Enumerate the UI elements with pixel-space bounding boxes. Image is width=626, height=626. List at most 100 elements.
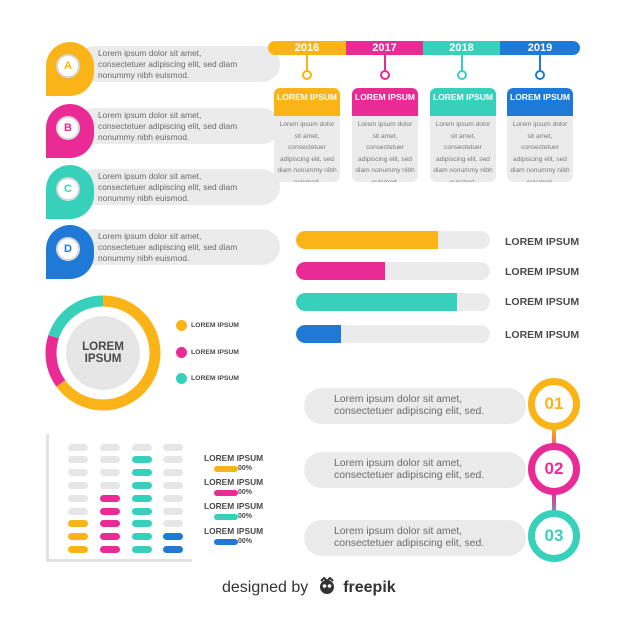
chart-dot: [68, 507, 88, 515]
timeline-year-2018: 2018: [423, 41, 500, 55]
timeline-connector: [539, 55, 541, 73]
list-item-background: [76, 169, 280, 205]
letter-a: A: [56, 54, 80, 78]
timeline-node: [457, 70, 467, 80]
chart-dot: [163, 507, 183, 515]
legend-label: LOREM IPSUM: [204, 526, 264, 536]
progress-label-2: LOREM IPSUM: [505, 266, 580, 278]
chart-legend-item: LOREM IPSUM 00%: [204, 477, 264, 496]
step-1-number: 01: [528, 378, 580, 430]
progress-fill: [296, 325, 341, 343]
footer-prefix: designed by: [222, 579, 309, 596]
progress-fill: [296, 231, 438, 249]
legend-label: LOREM IPSUM: [204, 453, 264, 463]
chart-dot: [100, 456, 120, 464]
progress-bar-3: [296, 293, 490, 311]
legend-label: LOREM IPSUM: [191, 349, 239, 356]
letter-badge-b: B: [46, 104, 94, 158]
letter-badge-a: A: [46, 42, 94, 96]
chart-dot: [132, 443, 152, 451]
timeline-card-title: LOREM IPSUM: [352, 88, 418, 116]
legend-swatch: [214, 539, 238, 545]
list-item-background: [76, 46, 280, 82]
timeline-card-2017: LOREM IPSUM Lorem ipsum dolor sit amet, …: [352, 88, 418, 182]
timeline-card-2018: LOREM IPSUM Lorem ipsum dolor sit amet, …: [430, 88, 496, 182]
step-3-card: Lorem ipsum dolor sit amet, consectetuer…: [304, 520, 526, 556]
timeline-connector: [384, 55, 386, 73]
timeline-year-2019: 2019: [500, 41, 580, 55]
chart-dot: [132, 533, 152, 541]
progress-label-3: LOREM IPSUM: [505, 296, 580, 308]
progress-fill: [296, 293, 458, 311]
chart-legend-item: LOREM IPSUM 00%: [204, 501, 263, 520]
legend-label: LOREM IPSUM: [191, 375, 239, 382]
legend-label: LOREM IPSUM: [204, 477, 264, 487]
timeline-node: [302, 70, 312, 80]
list-item-a: Lorem ipsum dolor sit amet, consectetuer…: [46, 42, 280, 96]
chart-dot: [100, 443, 120, 451]
step-text: Lorem ipsum dolor sit amet, consectetuer…: [334, 394, 485, 417]
chart-y-axis: [46, 434, 49, 562]
legend-swatch: [214, 514, 238, 520]
legend-value: 00%: [238, 538, 253, 545]
chart-dot: [163, 494, 183, 502]
chart-dot: [68, 469, 88, 477]
chart-dot: [132, 456, 152, 464]
chart-dot: [100, 469, 120, 477]
timeline-card-text: Lorem ipsum dolor sit amet, consectetuer…: [355, 121, 415, 182]
chart-x-axis: [46, 559, 192, 562]
timeline-node: [535, 70, 545, 80]
chart-dot: [68, 546, 88, 553]
step-2-number: 02: [528, 443, 580, 495]
list-item-text: Lorem ipsum dolor sit amet, consectetuer…: [98, 110, 238, 142]
timeline-card-title: LOREM IPSUM: [507, 88, 573, 116]
list-item-background: [76, 229, 280, 265]
chart-legend-item: LOREM IPSUM 00%: [204, 453, 264, 472]
timeline-card-text: Lorem ipsum dolor sit amet, consectetuer…: [510, 121, 570, 182]
legend-swatch: [214, 466, 238, 472]
step-text: Lorem ipsum dolor sit amet, consectetuer…: [334, 526, 485, 549]
letter-b: B: [56, 116, 80, 140]
progress-bar-1: [296, 231, 490, 249]
legend-label: LOREM IPSUM: [191, 322, 239, 329]
step-1-card: Lorem ipsum dolor sit amet, consectetuer…: [304, 388, 526, 424]
chart-dot: [163, 533, 183, 541]
timeline-year-2017: 2017: [346, 41, 423, 55]
progress-label-4: LOREM IPSUM: [505, 329, 580, 341]
chart-dot: [68, 494, 88, 502]
chart-dot: [163, 443, 183, 451]
timeline-node: [380, 70, 390, 80]
legend-dot: [176, 347, 187, 358]
chart-dot: [100, 520, 120, 528]
chart-dot: [100, 482, 120, 489]
list-item-c: Lorem ipsum dolor sit amet, consectetuer…: [46, 165, 280, 219]
donut-chart: [45, 295, 161, 411]
chart-dot: [68, 456, 88, 464]
timeline-connector: [306, 55, 308, 73]
progress-bar-4: [296, 325, 490, 343]
timeline-card-title: LOREM IPSUM: [430, 88, 496, 116]
progress-fill: [296, 262, 386, 280]
timeline-connector: [461, 55, 463, 73]
chart-dot: [132, 507, 152, 515]
donut-segment-teal: [45, 295, 161, 411]
chart-dot: [68, 482, 88, 489]
chart-dot: [163, 469, 183, 477]
chart-dot: [132, 494, 152, 502]
list-item-text: Lorem ipsum dolor sit amet, consectetuer…: [98, 171, 238, 203]
list-item-d: Lorem ipsum dolor sit amet, consectetuer…: [46, 225, 280, 279]
chart-dot: [100, 507, 120, 515]
timeline-year-2016: 2016: [268, 41, 346, 55]
chart-dot: [163, 482, 183, 489]
timeline-card-2016: LOREM IPSUM Lorem ipsum dolor sit amet, …: [274, 88, 340, 182]
timeline-card-text: Lorem ipsum dolor sit amet, consectetuer…: [277, 121, 337, 182]
donut-center: [66, 316, 140, 390]
donut-center-label: LOREM IPSUM: [82, 340, 124, 365]
chart-dot: [68, 520, 88, 528]
letter-badge-d: D: [46, 225, 94, 279]
chart-legend-item: LOREM IPSUM 00%: [204, 526, 264, 545]
chart-dot: [163, 456, 183, 464]
legend-value: 00%: [238, 513, 253, 520]
footer-brand: freepik: [343, 579, 396, 596]
legend-dot: [176, 373, 187, 384]
